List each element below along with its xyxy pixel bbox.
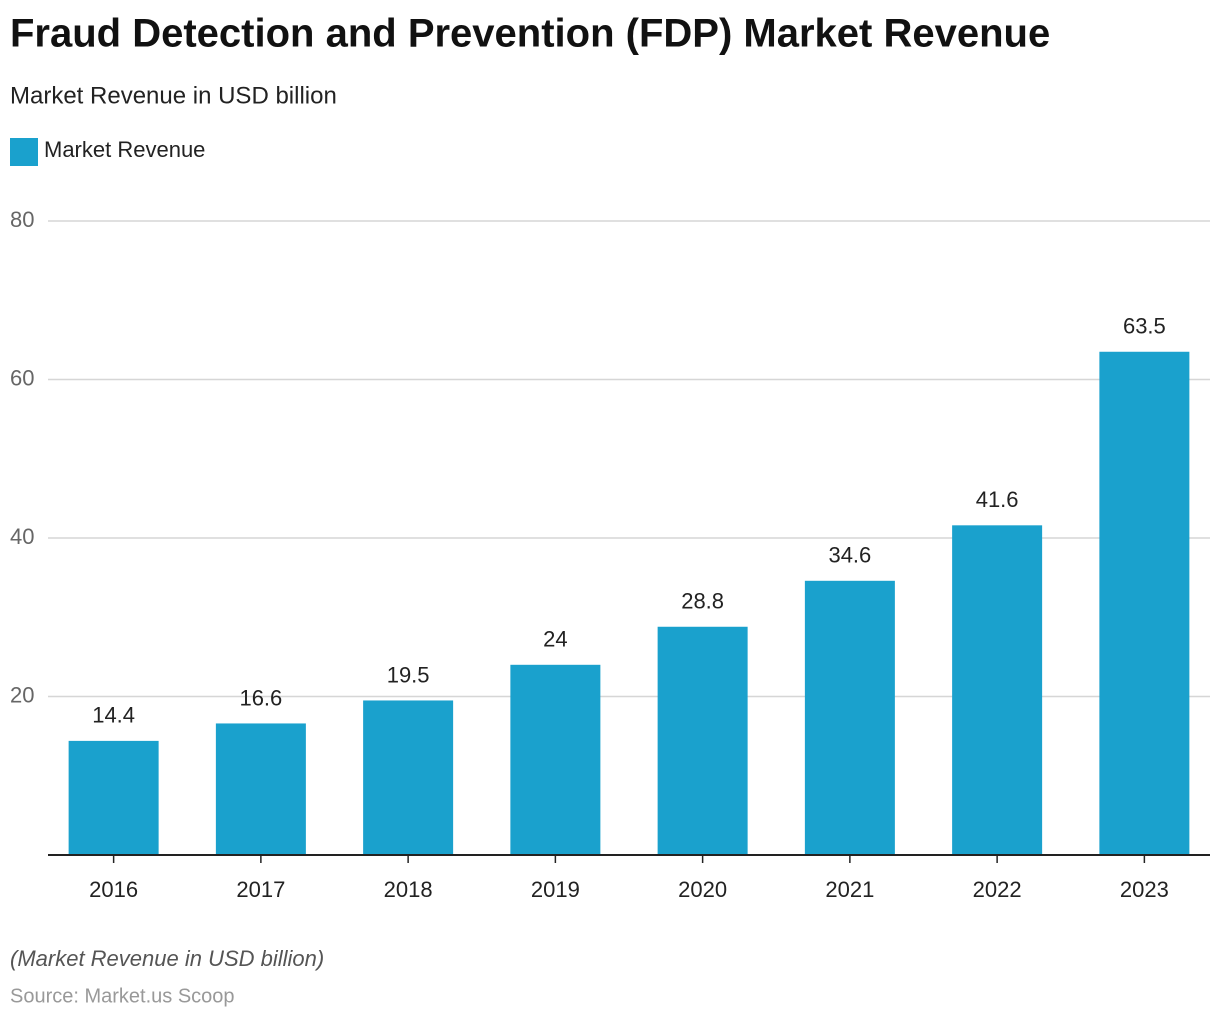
value-label: 19.5	[387, 662, 430, 687]
value-label: 14.4	[92, 703, 135, 728]
y-tick-label: 40	[10, 524, 34, 549]
x-tick-label: 2017	[236, 877, 285, 902]
legend-swatch	[10, 138, 38, 166]
bar	[68, 740, 159, 855]
x-tick-label: 2022	[973, 877, 1022, 902]
value-label: 63.5	[1123, 314, 1166, 339]
bar	[952, 525, 1043, 855]
bar	[657, 626, 748, 855]
x-tick-label: 2018	[384, 877, 433, 902]
value-label: 34.6	[828, 543, 871, 568]
note: (Market Revenue in USD billion)	[10, 946, 324, 971]
bar	[1099, 351, 1190, 855]
bar	[215, 723, 306, 855]
value-label: 24	[543, 627, 567, 652]
bar	[363, 700, 454, 855]
y-tick-label: 60	[10, 365, 34, 390]
x-tick-label: 2020	[678, 877, 727, 902]
bar	[510, 664, 601, 855]
y-tick-label: 20	[10, 682, 34, 707]
y-tick-label: 80	[10, 207, 34, 232]
source: Source: Market.us Scoop	[10, 985, 235, 1007]
chart-title: Fraud Detection and Prevention (FDP) Mar…	[10, 12, 1050, 56]
chart-subtitle: Market Revenue in USD billion	[10, 82, 337, 109]
value-label: 41.6	[976, 487, 1019, 512]
x-tick-label: 2019	[531, 877, 580, 902]
value-label: 16.6	[239, 685, 282, 710]
legend-label: Market Revenue	[44, 137, 205, 162]
value-label: 28.8	[681, 589, 724, 614]
x-tick-label: 2023	[1120, 877, 1169, 902]
x-tick-label: 2016	[89, 877, 138, 902]
x-tick-label: 2021	[825, 877, 874, 902]
bar	[804, 580, 895, 855]
